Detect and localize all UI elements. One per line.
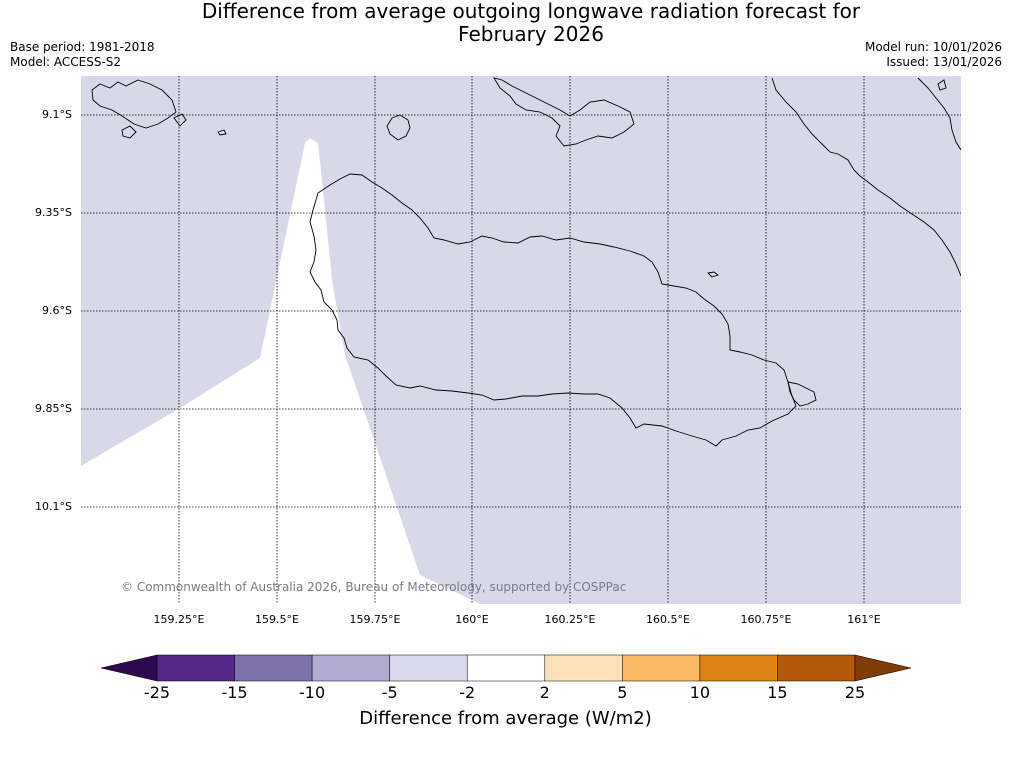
lat-label: 9.35°S xyxy=(35,206,72,219)
island-coastline-main xyxy=(309,173,797,447)
title-line-1: Difference from average outgoing longwav… xyxy=(201,0,861,23)
graticule xyxy=(81,76,961,604)
lon-label: 160°E xyxy=(455,613,489,626)
colorbar xyxy=(100,654,912,682)
colorbar-tick-label: 25 xyxy=(844,683,866,702)
island-coastline-small-east xyxy=(787,381,817,407)
lon-label: 161°E xyxy=(847,613,881,626)
colorbar-tick-label: -5 xyxy=(381,683,398,702)
colorbar-segment xyxy=(156,654,235,682)
island-coastline-north-central xyxy=(493,77,635,147)
lon-label: 159.5°E xyxy=(255,613,299,626)
issued-date: Issued: 13/01/2026 xyxy=(886,55,1002,69)
model-name: Model: ACCESS-S2 xyxy=(10,55,122,69)
island-coastline-northwest xyxy=(91,79,177,129)
map-panel xyxy=(81,76,961,604)
copyright-notice: © Commonwealth of Australia 2026, Bureau… xyxy=(121,580,627,594)
colorbar-under-arrow xyxy=(100,654,158,682)
colorbar-tick-label: 10 xyxy=(689,683,711,702)
colorbar-segment xyxy=(466,654,546,682)
lat-label: 9.6°S xyxy=(42,304,72,317)
lon-label: 160.5°E xyxy=(646,613,690,626)
lon-label: 160.25°E xyxy=(544,613,596,626)
meta-left: Base period: 1981-2018 Model: ACCESS-S2 xyxy=(10,40,155,70)
colorbar-tick-label: -10 xyxy=(299,683,326,702)
lat-label: 9.1°S xyxy=(42,108,72,121)
lon-label: 159.75°E xyxy=(349,613,401,626)
island-coastline-north-round xyxy=(386,114,411,141)
islet-coastline-nw-3 xyxy=(217,129,227,136)
island-coastline-northeast xyxy=(771,77,961,277)
colorbar-segment xyxy=(311,654,390,682)
neutral-anomaly-region xyxy=(81,138,480,604)
colorbar-segment xyxy=(699,654,778,682)
islet-coastline xyxy=(707,271,719,278)
title-line-2: February 2026 xyxy=(458,22,604,46)
colorbar-segment xyxy=(777,654,856,682)
lat-label: 9.85°S xyxy=(35,402,72,415)
colorbar-segment xyxy=(389,654,468,682)
colorbar-tick-label: 5 xyxy=(617,683,628,702)
lon-label: 160.75°E xyxy=(740,613,792,626)
island-coastline-far-northeast xyxy=(917,77,961,151)
colorbar-tick-label: -25 xyxy=(143,683,171,702)
colorbar-tick-label: 2 xyxy=(539,683,550,702)
base-period: Base period: 1981-2018 xyxy=(10,40,155,54)
meta-right: Model run: 10/01/2026 Issued: 13/01/2026 xyxy=(865,40,1002,70)
colorbar-over-arrow xyxy=(854,654,912,682)
colorbar-tick-label: -15 xyxy=(221,683,248,702)
colorbar-tick-label: 15 xyxy=(767,683,788,702)
colorbar-segment xyxy=(234,654,313,682)
coastlines xyxy=(91,77,961,447)
model-run: Model run: 10/01/2026 xyxy=(864,40,1002,54)
colorbar-segment xyxy=(544,654,623,682)
chart-title: Difference from average outgoing longwav… xyxy=(0,0,1011,46)
islet-coastline-ne xyxy=(937,79,947,91)
lat-label: 10.1°S xyxy=(35,500,72,513)
islet-coastline-nw-1 xyxy=(121,125,137,139)
colorbar-label: Difference from average (W/m2) xyxy=(359,708,652,729)
colorbar-segment xyxy=(622,654,701,682)
colorbar-tick-label: -2 xyxy=(459,683,476,702)
colorbar-segments xyxy=(156,654,856,682)
lon-label: 159.25°E xyxy=(153,613,205,626)
